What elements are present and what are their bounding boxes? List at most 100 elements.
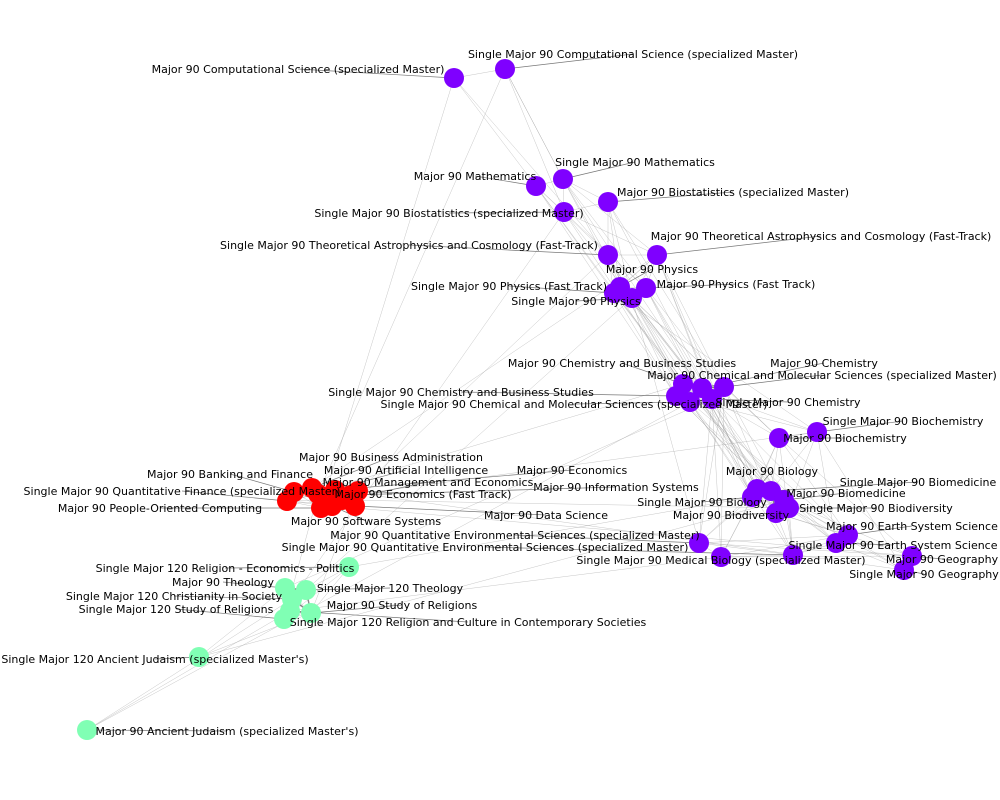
label-leader xyxy=(607,191,734,203)
edge xyxy=(689,401,794,556)
edge xyxy=(607,201,713,400)
node-label: Single Major 120 Theology xyxy=(317,582,464,595)
label-leader xyxy=(504,53,634,70)
node-label: Major 90 Economics xyxy=(517,464,628,477)
label-leader xyxy=(350,486,617,496)
edge xyxy=(613,292,677,397)
node-label: Major 90 Study of Religions xyxy=(327,599,478,612)
label-leader xyxy=(847,525,913,536)
labels-layer: Major 90 Computational Science (speciali… xyxy=(1,48,999,738)
edge xyxy=(698,496,753,544)
node-major-90-computational-science-specialized-master xyxy=(444,68,464,88)
node-label: Major 90 Physics xyxy=(606,263,698,276)
node-label: Major 90 Information Systems xyxy=(533,481,699,494)
node-single-major-90-medical-biology-specialized-master xyxy=(711,547,731,567)
edge xyxy=(562,178,647,289)
node-label: Major 90 Physics (Fast Track) xyxy=(657,278,816,291)
label-leader xyxy=(474,175,537,187)
node-label: Single Major 90 Biomedicine xyxy=(840,476,997,489)
edge xyxy=(698,534,849,544)
label-leader xyxy=(229,473,295,493)
edge xyxy=(317,68,506,495)
edge xyxy=(770,431,818,492)
label-leader xyxy=(770,481,919,492)
edge xyxy=(656,254,758,490)
node-major-90-ancient-judaism-specialized-master-s xyxy=(77,720,97,740)
node-label: Single Major 90 Quantitative Environment… xyxy=(282,541,689,554)
node-label: Major 90 Biostatistics (specialized Mast… xyxy=(617,186,849,199)
node-label: Major 90 Quantitative Environmental Scie… xyxy=(330,529,699,542)
node-label: Single Major 120 Religion and Culture in… xyxy=(290,616,647,629)
node-single-major-90-quantitative-environmental-sciences-specialized-master xyxy=(783,545,803,565)
edge xyxy=(698,398,713,544)
label-leader xyxy=(621,362,684,385)
node-label: Major 90 Earth System Science xyxy=(826,520,998,533)
edge xyxy=(689,401,849,536)
label-leader xyxy=(181,490,288,502)
node-label: Single Major 90 Biodiversity xyxy=(799,502,953,515)
edge xyxy=(631,297,700,544)
node-label: Single Major 90 Biology xyxy=(637,496,767,509)
node-major-90-quantitative-environmental-sciences-specialized-master xyxy=(689,533,709,553)
node-label: Major 90 Chemistry and Business Studies xyxy=(508,357,737,370)
label-leader xyxy=(311,456,392,489)
edge xyxy=(535,185,609,256)
node-label: Single Major 120 Ancient Judaism (specia… xyxy=(1,653,308,666)
node-label: Major 90 Biodiversity xyxy=(673,509,790,522)
label-leader xyxy=(484,546,794,556)
edge xyxy=(778,437,849,536)
label-leader xyxy=(514,534,700,544)
node-label: Major 90 Theology xyxy=(172,576,274,589)
node-major-90-biodiversity xyxy=(766,503,786,523)
edge xyxy=(357,254,609,492)
node-label: Single Major 90 Chemical and Molecular S… xyxy=(381,398,768,411)
node-major-90-biostatistics-specialized-master xyxy=(598,192,618,212)
edge xyxy=(86,598,293,731)
edge xyxy=(788,431,818,509)
node-single-major-90-chemical-and-molecular-sciences-specialized-master xyxy=(680,392,700,412)
edge xyxy=(720,555,913,558)
node-single-major-90-biology xyxy=(742,487,762,507)
node-label: Single Major 120 Christianity in Society xyxy=(66,590,283,603)
label-leader xyxy=(562,161,636,180)
node-major-90-physics-fast-track xyxy=(636,278,656,298)
node-single-major-90-quantitative-finance-specialized-master xyxy=(277,491,297,511)
label-leader xyxy=(173,595,293,600)
node-label: Single Major 90 Earth System Science xyxy=(789,539,998,552)
edge xyxy=(682,383,837,544)
label-leader xyxy=(222,581,286,589)
edge xyxy=(607,254,684,385)
node-major-90-data-science xyxy=(345,496,365,516)
node-label: Single Major 120 Religion - Economics - … xyxy=(96,562,355,575)
node-label: Single Major 90 Computational Science (s… xyxy=(468,48,798,61)
edge xyxy=(698,542,913,557)
edge xyxy=(334,489,905,571)
node-label: Major 90 Management and Economics xyxy=(323,476,534,489)
node-label: Single Major 90 Chemistry xyxy=(715,396,861,409)
edge xyxy=(504,68,565,213)
edge xyxy=(311,254,658,489)
edge xyxy=(631,297,780,439)
label-leader xyxy=(305,587,391,591)
node-single-major-90-chemistry xyxy=(702,389,722,409)
edge xyxy=(348,496,753,568)
node-label: Major 90 Ancient Judaism (specialized Ma… xyxy=(96,725,359,738)
edge xyxy=(291,211,565,600)
edge xyxy=(305,297,633,591)
edge xyxy=(689,401,758,490)
edge xyxy=(198,587,286,658)
node-major-90-biochemistry xyxy=(769,428,789,448)
node-single-major-90-physics-fast-track xyxy=(604,283,624,303)
edge xyxy=(645,287,725,388)
edge xyxy=(563,211,691,403)
edge xyxy=(711,398,780,439)
edge xyxy=(723,386,785,501)
node-label: Single Major 90 Theoretical Astrophysics… xyxy=(220,239,598,252)
node-label: Single Major 120 Study of Religions xyxy=(79,603,274,616)
edge xyxy=(613,292,818,433)
label-leader xyxy=(460,391,677,397)
label-leader xyxy=(86,729,228,732)
node-label: Major 90 Theoretical Astrophysics and Co… xyxy=(651,230,992,243)
node-single-major-120-religion-economics-politics xyxy=(339,557,359,577)
